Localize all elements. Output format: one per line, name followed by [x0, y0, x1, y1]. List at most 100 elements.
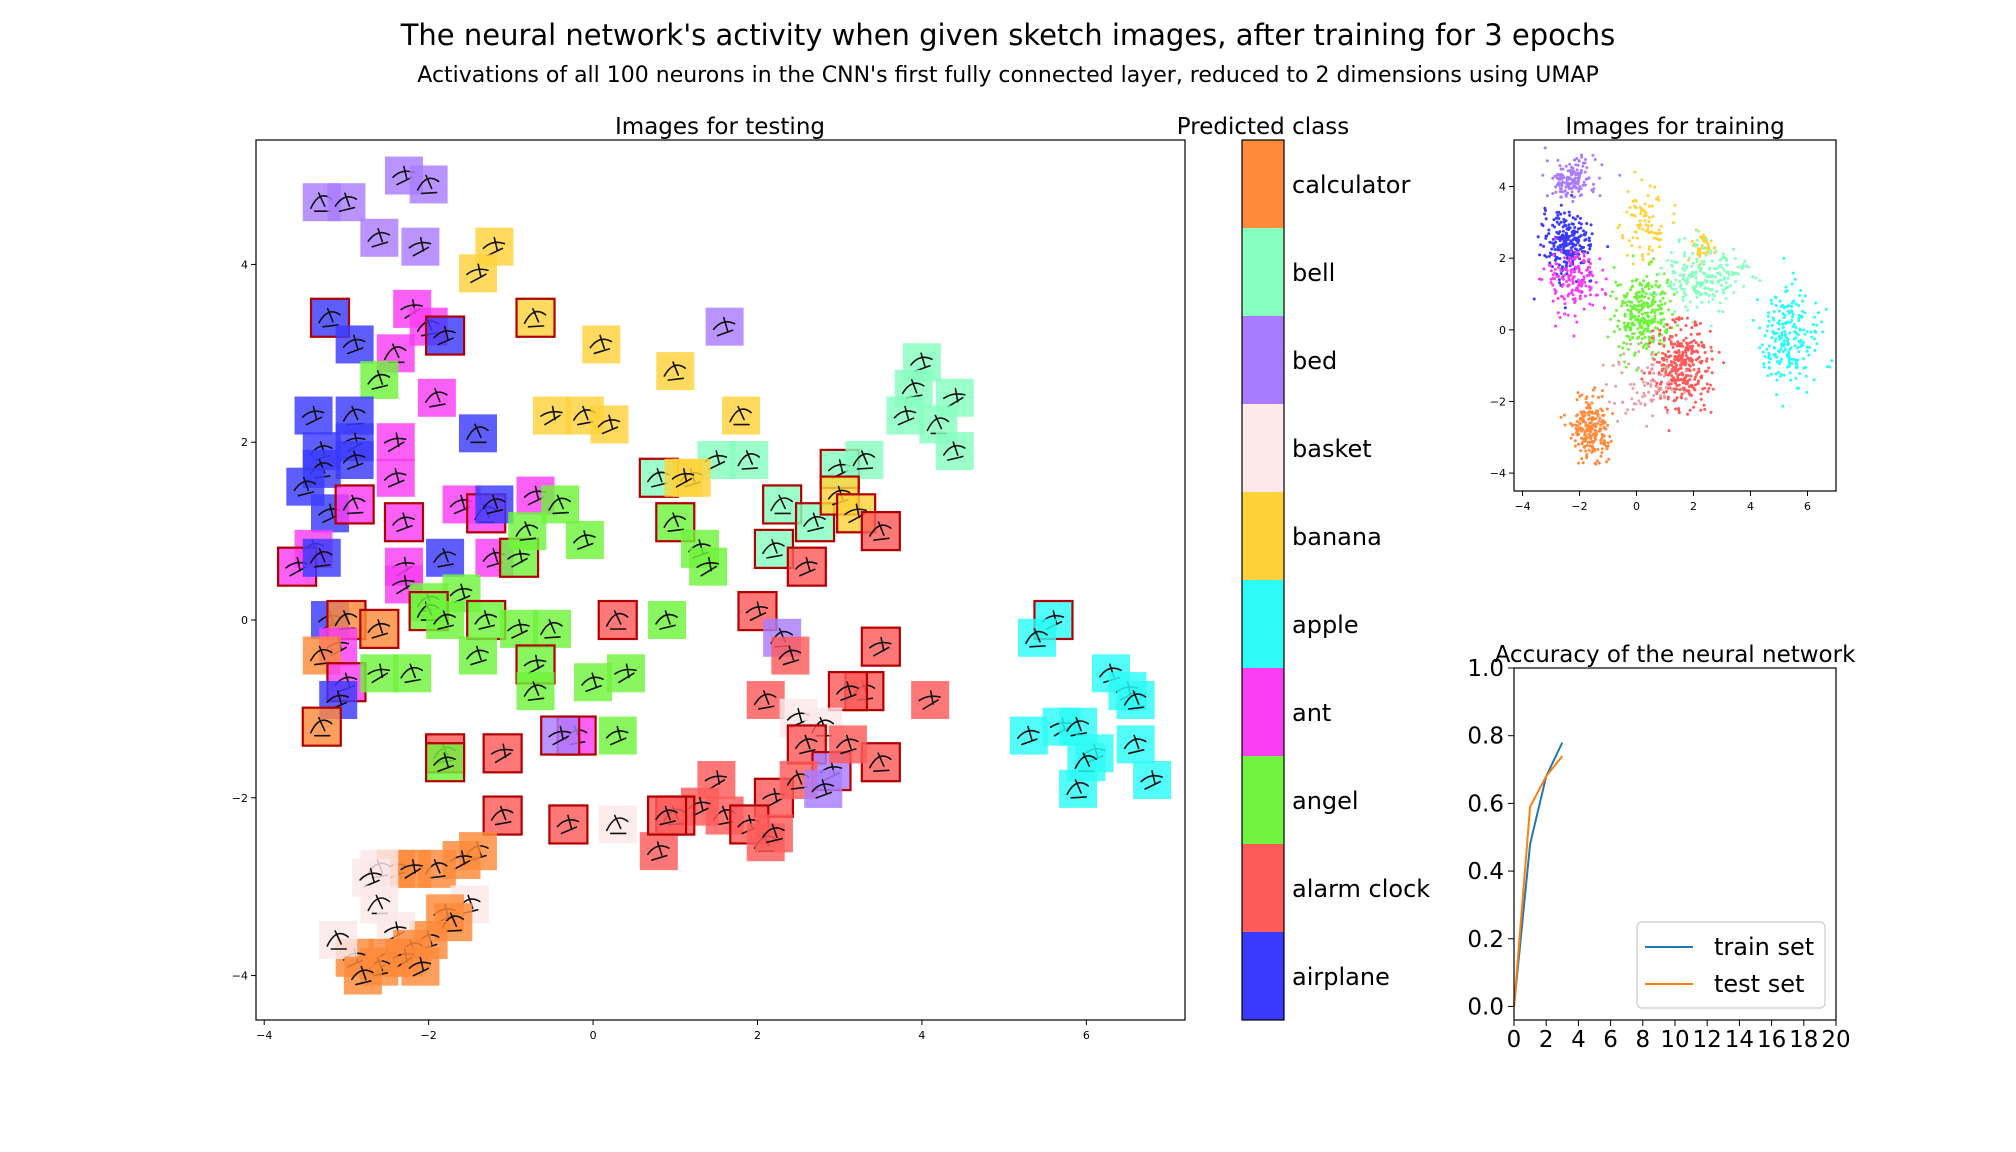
train-point [1630, 279, 1634, 283]
train-point [1758, 279, 1762, 283]
train-point [1641, 395, 1645, 399]
train-point [1586, 177, 1590, 181]
test-point-tile [598, 716, 637, 755]
train-point [1785, 353, 1789, 357]
train-point [1585, 268, 1589, 272]
test-point [935, 432, 974, 471]
train-point [1631, 386, 1635, 390]
train-point [1559, 181, 1563, 185]
test-point-sketch [540, 619, 563, 639]
train-point [1652, 357, 1656, 361]
train-point [1649, 304, 1653, 308]
train-point [1805, 345, 1809, 349]
test-point-sketch [1140, 770, 1163, 790]
test-point [383, 502, 425, 543]
accuracy-y-tick-label: 0.6 [1467, 791, 1504, 817]
train-point [1762, 362, 1766, 366]
train-point [1828, 365, 1832, 369]
test-point-sketch [1066, 779, 1089, 799]
train-point [1781, 303, 1785, 307]
train-point [1663, 291, 1667, 295]
train-point [1767, 319, 1771, 323]
train-point [1786, 342, 1790, 346]
test-x-tick-label: 6 [1083, 1029, 1090, 1042]
train-plot-frame [1513, 139, 1837, 492]
test-point-sketch [869, 521, 892, 541]
train-point [1637, 311, 1641, 315]
accuracy-y-tick-label: 0.2 [1467, 927, 1504, 953]
train-point [1577, 189, 1581, 193]
train-point [1606, 441, 1610, 445]
test-point [508, 512, 547, 551]
train-point [1585, 221, 1589, 225]
train-point [1540, 222, 1544, 226]
train-point [1770, 302, 1774, 306]
colorbar-label: angel [1292, 787, 1359, 815]
train-point [1583, 280, 1587, 284]
test-point [827, 671, 869, 712]
test-y-tick-label: −2 [232, 792, 248, 805]
test-point-tile [417, 378, 456, 417]
train-point [1568, 213, 1572, 217]
train-point [1670, 263, 1674, 267]
train-point [1767, 365, 1771, 369]
test-point-sketch [433, 325, 456, 346]
train-point [1563, 306, 1567, 310]
train-point [1776, 360, 1780, 364]
train-point [1774, 337, 1778, 341]
train-point [1679, 395, 1683, 399]
train-point [1675, 323, 1679, 327]
test-point [639, 832, 678, 871]
train-point [1698, 255, 1702, 259]
train-point [1634, 304, 1638, 308]
train-point [1659, 292, 1663, 296]
train-point [1569, 187, 1573, 191]
train-point [1643, 311, 1647, 315]
train-point [1642, 279, 1646, 283]
train-point [1648, 215, 1652, 219]
test-point-tile [860, 511, 901, 552]
train-point [1677, 238, 1681, 242]
train-point [1589, 293, 1593, 297]
train-point [1562, 277, 1566, 281]
train-point [1707, 366, 1711, 370]
train-point [1703, 407, 1707, 411]
train-point [1566, 238, 1570, 242]
train-point [1688, 359, 1692, 363]
train-point [1804, 374, 1808, 378]
train-point [1680, 317, 1684, 321]
train-point [1740, 265, 1744, 269]
train-point [1638, 281, 1642, 285]
test-point [762, 484, 803, 525]
train-point [1551, 223, 1555, 227]
train-point [1627, 321, 1631, 325]
train-point [1649, 398, 1653, 402]
accuracy-panel-title: Accuracy of the neural network [1495, 642, 1856, 668]
train-point [1674, 333, 1678, 337]
train-point [1545, 194, 1549, 198]
train-point [1693, 320, 1697, 324]
train-point [1807, 353, 1811, 357]
test-point-sketch [400, 859, 424, 879]
test-point-sketch [869, 752, 892, 773]
train-point [1642, 321, 1646, 325]
train-point [1775, 331, 1779, 335]
test-point-sketch [367, 227, 391, 248]
train-point [1709, 324, 1713, 328]
train-point [1647, 335, 1651, 339]
train-point [1685, 316, 1689, 320]
train-point [1585, 453, 1589, 457]
train-point [1697, 343, 1701, 347]
train-point [1777, 319, 1781, 323]
train-point [1677, 316, 1681, 320]
train-point [1690, 239, 1694, 243]
test-point [409, 165, 448, 204]
train-point [1639, 341, 1643, 345]
train-point [1588, 403, 1592, 407]
train-point [1543, 212, 1547, 216]
train-point [1629, 382, 1633, 386]
train-point [1594, 280, 1598, 284]
train-point [1701, 251, 1705, 255]
train-point [1584, 294, 1588, 298]
train-point [1656, 320, 1660, 324]
